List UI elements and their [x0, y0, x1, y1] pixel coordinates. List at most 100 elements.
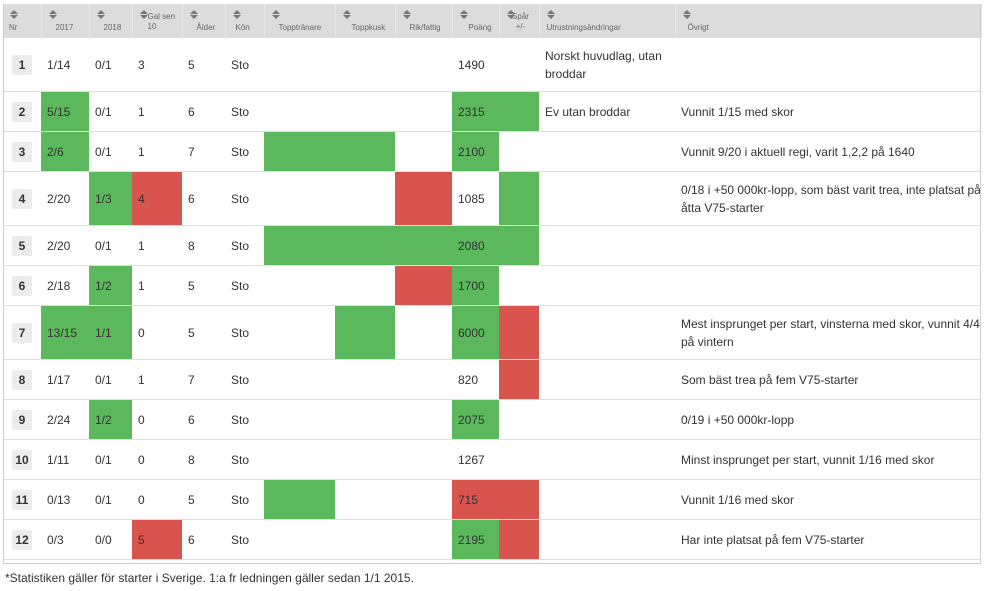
row-number-badge: 1: [12, 54, 32, 75]
cell-nr: 2: [3, 91, 41, 132]
row-number-badge: 9: [12, 409, 32, 430]
cell-ovrigt: 0/18 i +50 000kr-lopp, som bäst varit tr…: [675, 171, 981, 226]
sort-icon[interactable]: [506, 10, 515, 20]
cell-alder: 6: [182, 171, 225, 226]
cell-y2018: 0/0: [89, 519, 132, 560]
cell-utrustning: Norskt huvudlag, utan broddar: [539, 38, 675, 92]
cell-toppkusk: [335, 91, 395, 132]
row-number-badge: 3: [12, 141, 32, 162]
cell-nr: 1: [3, 38, 41, 92]
cell-topptranare: [264, 519, 335, 560]
col-header-nr[interactable]: Nr: [3, 4, 42, 38]
cell-alder: 7: [182, 131, 225, 172]
cell-gal: 5: [132, 519, 182, 560]
cell-gal: 4: [132, 171, 182, 226]
cell-gal: 0: [132, 305, 182, 360]
cell-utrustning: [539, 265, 675, 306]
cell-y2018: 0/1: [89, 359, 132, 400]
row-number-badge: 6: [12, 275, 32, 296]
cell-kon: Sto: [225, 399, 264, 440]
cell-ovrigt: Vunnit 1/16 med skor: [675, 479, 981, 520]
sort-icon[interactable]: [402, 10, 411, 20]
row-number-badge: 2: [12, 101, 32, 122]
table-row: 5 2/20 0/1 1 8 Sto 2080: [3, 225, 981, 266]
cell-spar: [499, 91, 539, 132]
cell-topptranare: [264, 399, 335, 440]
sort-icon[interactable]: [10, 10, 18, 20]
sort-icon[interactable]: [546, 10, 555, 20]
cell-topptranare: [264, 265, 335, 306]
sort-icon[interactable]: [189, 10, 198, 20]
cell-spar: [499, 225, 539, 266]
cell-y2018: 1/2: [89, 265, 132, 306]
table-row: 10 1/11 0/1 0 8 Sto 1267 Minst insprunget per s…: [3, 439, 981, 480]
table-row: 8 1/17 0/1 1 7 Sto 820 Som bäst trea på fem V75…: [3, 359, 981, 400]
cell-topptranare: [264, 131, 335, 172]
col-header-alder[interactable]: Ålder: [182, 4, 226, 38]
cell-rikfattig: [395, 171, 452, 226]
col-header-topptranare[interactable]: Topptränare: [264, 4, 336, 38]
sort-icon[interactable]: [96, 10, 105, 20]
cell-topptranare: [264, 91, 335, 132]
cell-spar: [499, 359, 539, 400]
cell-y2017: 2/20: [41, 171, 89, 226]
cell-ovrigt: Vunnit 9/20 i aktuell regi, varit 1,2,2 …: [675, 131, 981, 172]
col-header-toppkusk[interactable]: Toppkusk: [335, 4, 396, 38]
cell-spar: [499, 519, 539, 560]
table-row: 7 13/15 1/1 0 5 Sto 6000 Mest insprunget per st…: [3, 305, 981, 360]
cell-y2017: 1/11: [41, 439, 89, 480]
col-header-gal[interactable]: Gal sen 10: [132, 4, 183, 38]
col-header-poang[interactable]: Poäng: [452, 4, 500, 38]
cell-rikfattig: [395, 265, 452, 306]
cell-rikfattig: [395, 38, 452, 92]
cell-nr: 3: [3, 131, 41, 172]
cell-nr: 12: [3, 519, 41, 560]
col-header-rikfattig[interactable]: Rik/fattig: [395, 4, 453, 38]
cell-alder: 5: [182, 38, 225, 92]
cell-alder: 7: [182, 359, 225, 400]
sort-icon[interactable]: [48, 10, 57, 20]
col-header-spar[interactable]: Spår +/-: [499, 4, 540, 38]
cell-topptranare: [264, 479, 335, 520]
cell-gal: 1: [132, 359, 182, 400]
sort-icon[interactable]: [459, 10, 468, 20]
cell-topptranare: [264, 359, 335, 400]
sort-icon[interactable]: [342, 10, 351, 20]
col-header-2018[interactable]: 2018: [89, 4, 133, 38]
cell-utrustning: [539, 479, 675, 520]
cell-y2017: 2/24: [41, 399, 89, 440]
cell-alder: 6: [182, 399, 225, 440]
sort-icon[interactable]: [682, 10, 691, 20]
header-row: Nr 2017 2018 Gal sen 10 Ålder Kön Topptr…: [3, 4, 982, 38]
sort-icon[interactable]: [139, 10, 148, 20]
cell-toppkusk: [335, 171, 395, 226]
cell-poang: 2100: [452, 131, 499, 172]
col-header-kon[interactable]: Kön: [225, 4, 265, 38]
cell-poang: 715: [452, 479, 499, 520]
cell-toppkusk: [335, 265, 395, 306]
table-row: 12 0/3 0/0 5 6 Sto 2195 Har inte platsat på fem…: [3, 519, 981, 560]
cell-spar: [499, 305, 539, 360]
sort-icon[interactable]: [271, 10, 280, 20]
cell-nr: 6: [3, 265, 41, 306]
cell-spar: [499, 131, 539, 172]
cell-alder: 5: [182, 479, 225, 520]
cell-utrustning: [539, 519, 675, 560]
cell-kon: Sto: [225, 38, 264, 92]
col-header-ovrigt[interactable]: Övrigt: [675, 4, 982, 38]
sort-icon[interactable]: [232, 10, 241, 20]
col-header-utrustning[interactable]: Utrustningsändringar: [539, 4, 676, 38]
cell-utrustning: [539, 399, 675, 440]
cell-y2018: 0/1: [89, 131, 132, 172]
cell-toppkusk: [335, 359, 395, 400]
cell-alder: 6: [182, 91, 225, 132]
cell-y2017: 0/3: [41, 519, 89, 560]
row-number-badge: 5: [12, 235, 32, 256]
col-header-2017[interactable]: 2017: [41, 4, 90, 38]
row-number-badge: 4: [12, 188, 32, 209]
cell-rikfattig: [395, 399, 452, 440]
table-row: 6 2/18 1/2 1 5 Sto 1700: [3, 265, 981, 306]
cell-gal: 0: [132, 479, 182, 520]
cell-y2017: 2/18: [41, 265, 89, 306]
row-number-badge: 10: [12, 449, 32, 470]
